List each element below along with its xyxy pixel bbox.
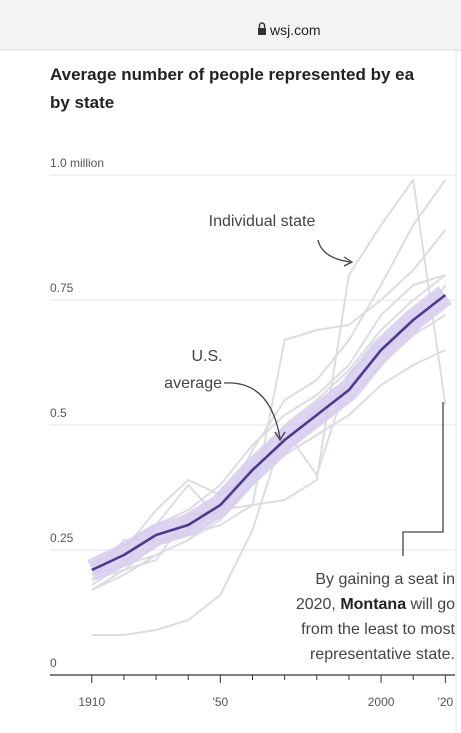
x-tick-label: 1910	[78, 695, 105, 709]
note-line: representative state.	[310, 646, 455, 663]
arrow-head	[274, 431, 286, 442]
title-line: Average number of people represented by …	[50, 65, 415, 84]
arrow	[317, 239, 351, 263]
y-tick-label: 0.25	[50, 531, 74, 545]
note-part: will go	[406, 596, 455, 613]
y-tick-label: 0	[50, 656, 57, 670]
note-part: 2020,	[296, 596, 340, 613]
x-tick-label: '50	[213, 695, 229, 709]
state-line	[91, 179, 447, 581]
average-line	[91, 293, 447, 572]
annotation: average	[164, 375, 222, 392]
title-line: by state	[50, 93, 114, 112]
lock-icon	[258, 22, 266, 35]
y-tick-label: 1.0 million	[50, 156, 104, 170]
arrow-head	[343, 256, 354, 267]
note-line: 2020, Montana will go	[296, 596, 455, 613]
note-line: from the least to most	[301, 621, 455, 638]
note-part: Montana	[340, 596, 406, 613]
y-tick-label: 0.5	[50, 406, 67, 420]
chart: Average number of people represented by …	[50, 65, 455, 709]
bracket	[402, 402, 444, 556]
url[interactable]: wsj.com	[269, 22, 321, 38]
x-tick-label: '20	[438, 695, 454, 709]
arrow	[223, 382, 281, 439]
note-line: By gaining a seat in	[315, 571, 455, 588]
state-line	[91, 229, 447, 591]
browser-bar	[0, 0, 461, 50]
y-tick-label: 0.75	[50, 281, 74, 295]
x-tick-label: 2000	[368, 695, 395, 709]
annotation: U.S.	[191, 348, 222, 365]
annotation: Individual state	[209, 213, 316, 230]
average-halo	[87, 286, 453, 580]
